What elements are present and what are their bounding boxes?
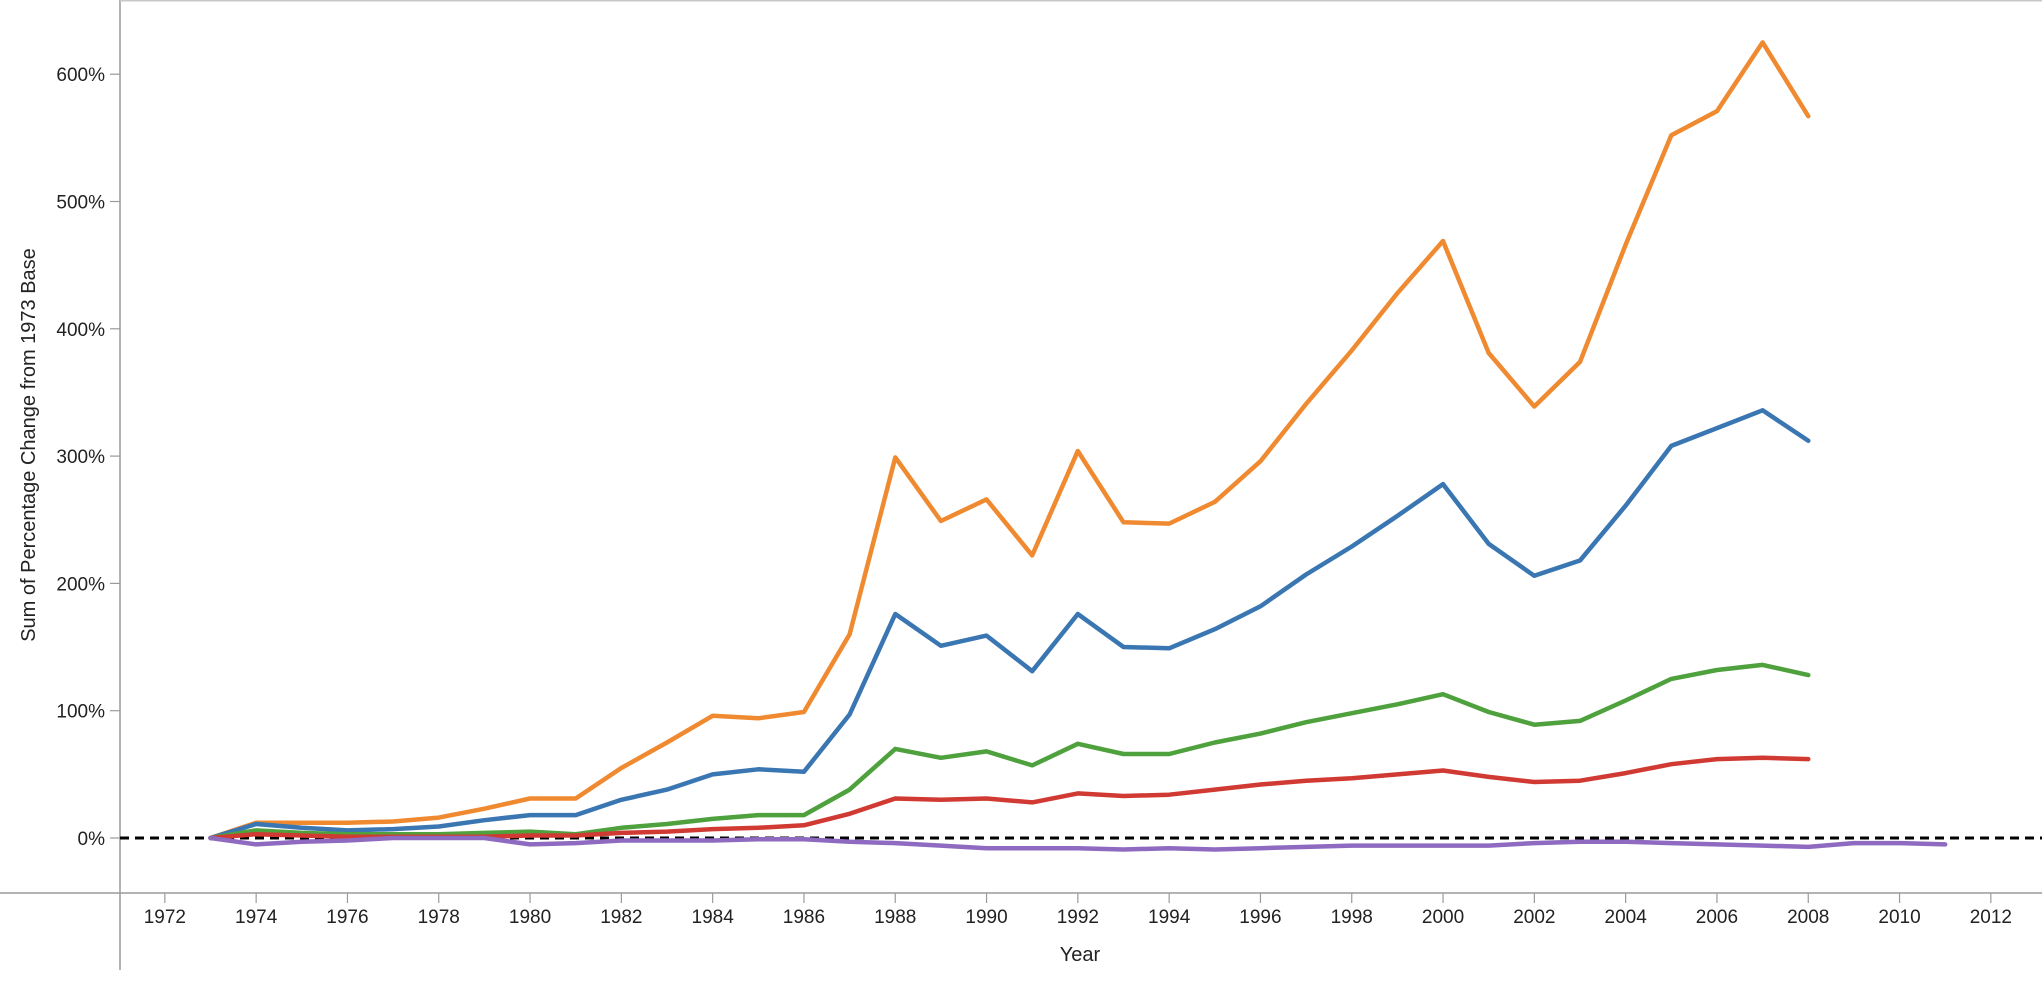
series-lines — [208, 40, 1948, 852]
x-tick-label: 2004 — [1605, 907, 1648, 928]
x-axis-title: Year — [1060, 944, 1101, 966]
series-line-1 — [208, 40, 1811, 841]
x-tick-label: 2008 — [1787, 907, 1829, 928]
x-tick-label: 2012 — [1970, 907, 2012, 928]
y-tick-label: 0% — [78, 829, 106, 850]
x-tick-label: 1986 — [783, 907, 825, 928]
y-tick-label: 100% — [56, 702, 105, 723]
x-tick-label: 1978 — [418, 907, 460, 928]
x-tick-label: 2000 — [1422, 907, 1464, 928]
x-tick-label: 2010 — [1878, 907, 1920, 928]
plot-frame — [0, 0, 2042, 970]
x-tick-label: 1982 — [600, 907, 642, 928]
x-tick-label: 1972 — [144, 907, 186, 928]
x-tick-label: 2006 — [1696, 907, 1738, 928]
x-tick-label: 1980 — [509, 907, 551, 928]
y-tick-label: 400% — [56, 320, 105, 341]
series-line-3 — [208, 662, 1811, 841]
x-axis: 1972 1974 1976 1978 1980 1982 1984 1986 1988 1990… — [144, 893, 2012, 928]
y-tick-label: 500% — [56, 193, 105, 214]
y-tick-label: 200% — [56, 574, 105, 595]
x-tick-label: 1998 — [1331, 907, 1373, 928]
y-tick-label: 300% — [56, 447, 105, 468]
y-tick-label: 600% — [56, 65, 105, 86]
x-tick-label: 2002 — [1513, 907, 1555, 928]
series-line-2 — [208, 408, 1811, 841]
x-tick-label: 1994 — [1148, 907, 1191, 928]
y-axis-title: Sum of Percentage Change from 1973 Base — [18, 248, 40, 642]
x-tick-label: 1984 — [692, 907, 735, 928]
x-tick-label: 1996 — [1239, 907, 1281, 928]
x-tick-label: 1974 — [235, 907, 278, 928]
x-tick-label: 1990 — [965, 907, 1007, 928]
x-tick-label: 1988 — [874, 907, 916, 928]
x-tick-label: 1992 — [1057, 907, 1099, 928]
x-tick-label: 1976 — [326, 907, 368, 928]
y-axis: 0% 100% 200% 300% 400% 500% 600% — [56, 65, 120, 850]
series-line-5 — [208, 835, 1948, 852]
